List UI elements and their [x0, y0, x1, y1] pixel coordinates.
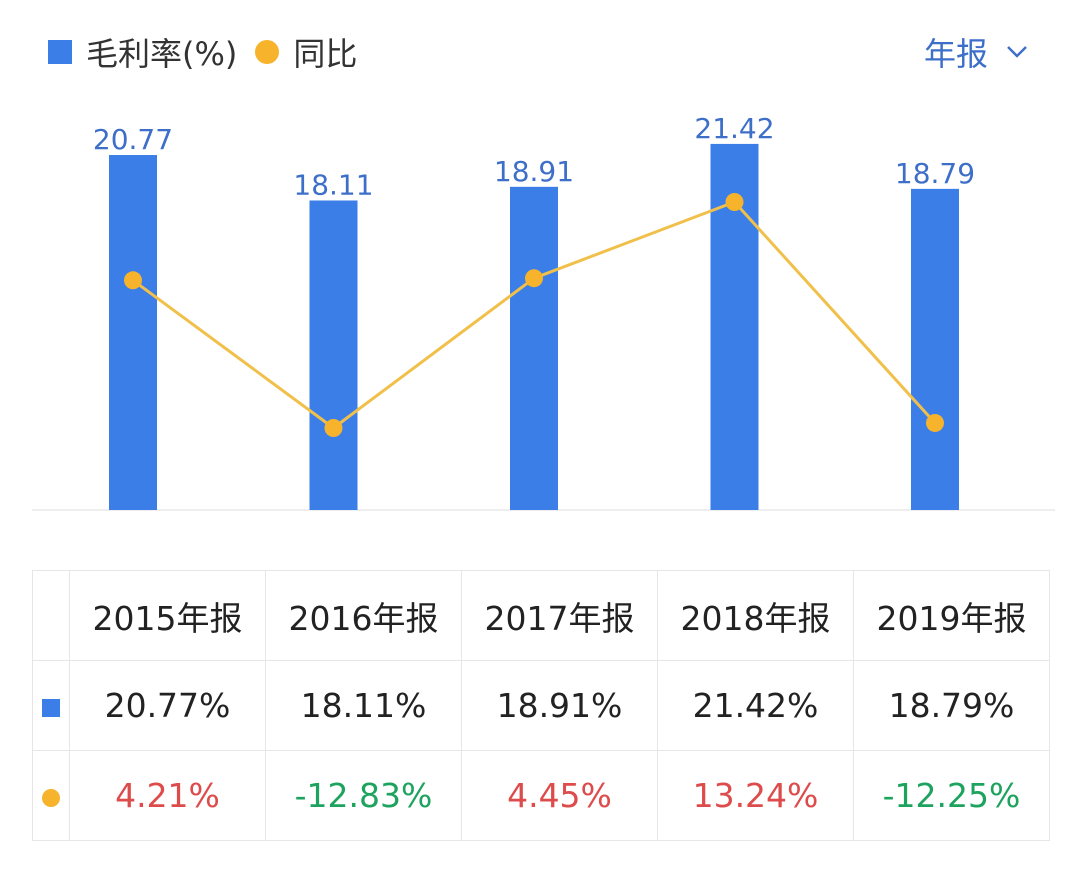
table-header-cell: 2019年报 — [853, 570, 1050, 661]
bar[interactable] — [309, 200, 358, 510]
yoy-point[interactable] — [926, 413, 944, 432]
legend-label-yoy: 同比 — [293, 35, 358, 73]
table-header-cell: 2017年报 — [461, 570, 658, 661]
bar[interactable] — [911, 188, 959, 510]
table-cell: 13.24% — [657, 750, 854, 841]
dot-swatch — [255, 40, 280, 64]
table-cell: 21.42% — [657, 660, 854, 751]
bar[interactable] — [109, 155, 157, 510]
table-header-row: 2015年报 2016年报 2017年报 2018年报 2019年报 — [32, 570, 1050, 661]
legend-item-yoy[interactable]: 同比 — [255, 29, 357, 75]
data-table: 2015年报 2016年报 2017年报 2018年报 2019年报 20.77… — [32, 570, 1050, 841]
bar-series — [109, 143, 959, 510]
table-cell: 4.21% — [69, 750, 266, 841]
legend: 毛利率(%) 同比 — [48, 30, 375, 74]
table-header-cell: 2016年报 — [265, 570, 462, 661]
yoy-point[interactable] — [124, 271, 142, 290]
table-cell: 18.11% — [265, 660, 462, 751]
table-header-cell: 2015年报 — [69, 570, 266, 661]
period-selector[interactable]: 年报 — [924, 30, 1028, 74]
bar-value-label: 18.91 — [494, 155, 574, 188]
bar-value-label: 21.42 — [694, 112, 774, 145]
chevron-down-icon — [1007, 46, 1027, 58]
bar-value-label: 18.11 — [293, 168, 373, 201]
table-cell: 4.45% — [461, 750, 658, 841]
legend-label-gross-margin: 毛利率(%) — [86, 35, 238, 73]
bar[interactable] — [510, 186, 558, 510]
bar-marker-icon — [42, 699, 60, 717]
table-cell: 20.77% — [69, 660, 266, 751]
bar-value-labels: 20.77 18.11 18.91 21.42 18.79 — [93, 112, 975, 202]
table-row-yoy: 4.21% -12.83% 4.45% 13.24% -12.25% — [32, 750, 1050, 841]
period-selector-label: 年报 — [923, 35, 988, 73]
table-corner-cell — [32, 570, 70, 661]
table-cell: 18.79% — [853, 660, 1050, 751]
table-cell: 18.91% — [461, 660, 658, 751]
row-marker-cell — [32, 750, 70, 841]
yoy-point[interactable] — [324, 419, 343, 437]
table-header-cell: 2018年报 — [657, 570, 854, 661]
table-cell: -12.83% — [265, 750, 462, 841]
combo-chart: 20.77 18.11 18.91 21.42 18.79 — [32, 112, 1055, 511]
table-row-gross-margin: 20.77% 18.11% 18.91% 21.42% 18.79% — [32, 660, 1050, 751]
bar-swatch — [48, 40, 72, 64]
yoy-points — [124, 193, 944, 437]
bar-value-label: 20.77 — [93, 123, 173, 156]
bar-value-label: 18.79 — [895, 157, 975, 190]
row-marker-cell — [32, 660, 70, 751]
yoy-point[interactable] — [725, 193, 744, 211]
dot-marker-icon — [42, 789, 60, 807]
legend-item-gross-margin[interactable]: 毛利率(%) — [48, 29, 237, 75]
table-cell: -12.25% — [853, 750, 1050, 841]
yoy-point[interactable] — [525, 269, 543, 288]
